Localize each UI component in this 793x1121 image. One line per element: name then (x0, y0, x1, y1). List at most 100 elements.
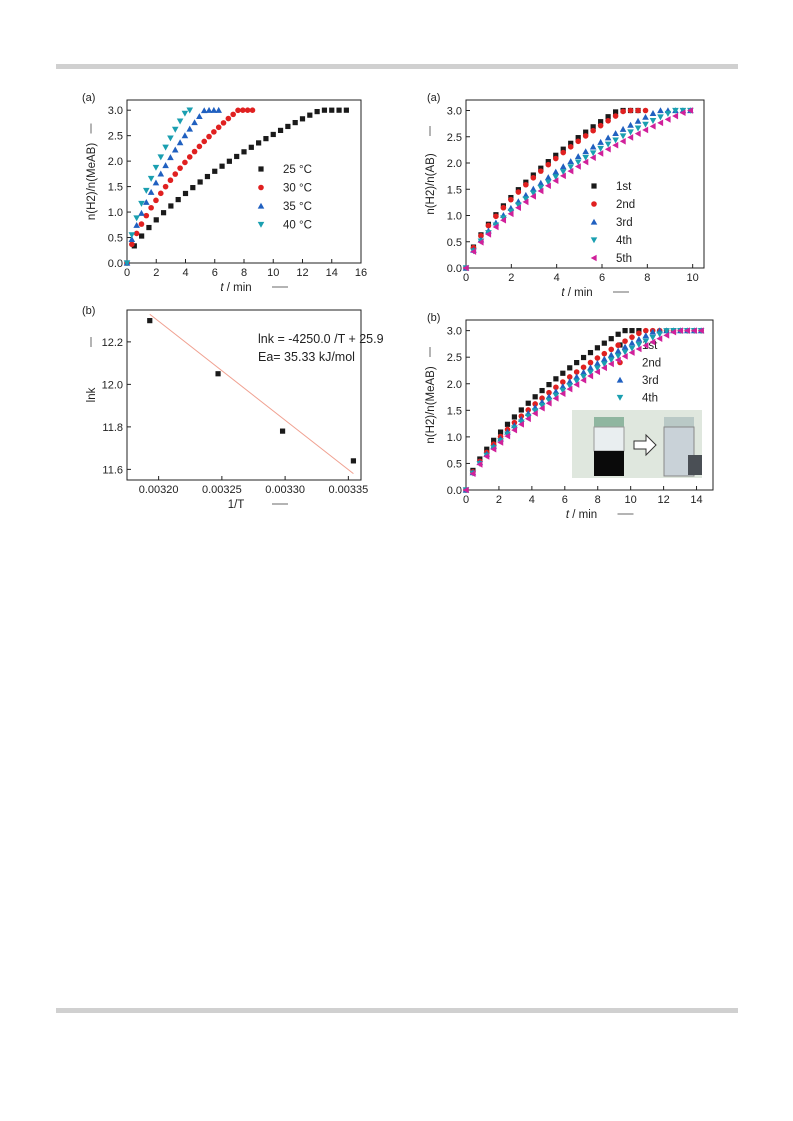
chart-topright: (a) 0 2 4 6 8 10 0.0 0.5 1.0 1.5 2.0 2.5 3.0 t / min n(… (425, 92, 705, 299)
data-point (597, 145, 604, 152)
data-point (256, 140, 262, 146)
data-point (567, 164, 575, 171)
panel-label: (a) (82, 92, 95, 104)
data-point (143, 212, 150, 219)
arrow-icon (633, 433, 657, 457)
y-tick-label: 3.0 (108, 105, 123, 117)
data-point (552, 392, 560, 399)
data-point (230, 111, 236, 118)
data-point (553, 376, 559, 382)
data-point (138, 200, 145, 207)
data-point (690, 327, 697, 334)
data-point (215, 124, 222, 131)
data-point (162, 162, 169, 169)
data-point (162, 183, 169, 190)
data-point (500, 204, 507, 211)
data-point (559, 163, 567, 170)
data-point (537, 184, 545, 191)
data-point (597, 138, 604, 145)
y-tick-label: 2.0 (447, 158, 462, 170)
data-point (522, 198, 529, 206)
data-point (597, 122, 604, 129)
data-point (147, 175, 155, 182)
y-tick-label: 1.0 (447, 211, 462, 223)
y-tick-label: 3.0 (447, 106, 462, 118)
data-point (566, 383, 574, 390)
y-axis-label: n(H2)/n(AB) (425, 153, 437, 215)
data-point (552, 388, 560, 395)
legend-marker (590, 254, 597, 262)
data-point (469, 470, 476, 478)
data-point (615, 331, 621, 337)
data-point (244, 107, 251, 113)
data-point (522, 191, 530, 198)
data-point (583, 129, 589, 135)
data-point (462, 264, 469, 272)
legend-marker (257, 221, 265, 228)
data-point (197, 179, 203, 185)
data-point (336, 107, 342, 113)
data-point (552, 155, 559, 162)
data-point (500, 216, 507, 224)
data-point (196, 143, 203, 150)
data-point (594, 365, 601, 372)
data-point (248, 144, 254, 150)
data-point (507, 208, 515, 215)
x-tick-label: 4 (554, 272, 560, 284)
legend-label: 3rd (642, 375, 659, 387)
vial-cap-left (594, 417, 624, 427)
data-point (627, 129, 634, 136)
data-point (649, 123, 656, 130)
data-point (559, 387, 567, 394)
x-tick-label: 10 (687, 272, 699, 284)
data-point (589, 154, 596, 161)
data-point (511, 426, 518, 434)
x-tick-label: 10 (267, 267, 279, 279)
data-point (642, 113, 649, 120)
data-point (477, 238, 484, 246)
data-point (560, 379, 566, 385)
data-point (531, 410, 538, 417)
data-point (181, 132, 189, 139)
x-axis-label-unit: / min (565, 287, 593, 299)
x-tick-label: 14 (326, 267, 338, 279)
data-point (612, 130, 619, 137)
data-point (235, 107, 241, 114)
data-point (620, 108, 626, 115)
data-point (167, 154, 174, 161)
data-point (649, 328, 657, 335)
data-point (175, 196, 181, 203)
data-point (147, 188, 155, 195)
data-point (544, 179, 552, 186)
data-point (539, 387, 545, 394)
y-tick-label: 11.6 (102, 464, 123, 476)
data-point (574, 159, 582, 166)
data-point (545, 161, 552, 168)
plot-frame (126, 99, 362, 264)
data-point (657, 119, 664, 127)
y-tick-label: 1.5 (447, 405, 462, 417)
data-point (545, 397, 553, 404)
data-point (642, 338, 650, 345)
data-point (182, 190, 189, 197)
data-point (589, 150, 597, 157)
data-point (589, 143, 597, 150)
y-tick-label: 11.8 (102, 422, 123, 434)
data-point (587, 359, 594, 366)
data-point (177, 165, 183, 171)
data-point (679, 109, 686, 117)
data-point (225, 115, 232, 122)
data-point (635, 345, 642, 353)
data-point (604, 141, 612, 148)
legend-marker (616, 394, 624, 401)
panel-label: (b) (82, 305, 95, 317)
data-point (139, 233, 145, 239)
data-point (601, 355, 608, 362)
data-point (634, 125, 642, 132)
vial-liquid-dark (594, 451, 624, 476)
y-axis-label: n(H2)/n(MeAB) (86, 143, 98, 220)
x-axis-label: t / min (566, 509, 597, 521)
data-point (552, 174, 560, 181)
x-tick-label: 6 (599, 272, 605, 284)
data-point (497, 439, 504, 446)
